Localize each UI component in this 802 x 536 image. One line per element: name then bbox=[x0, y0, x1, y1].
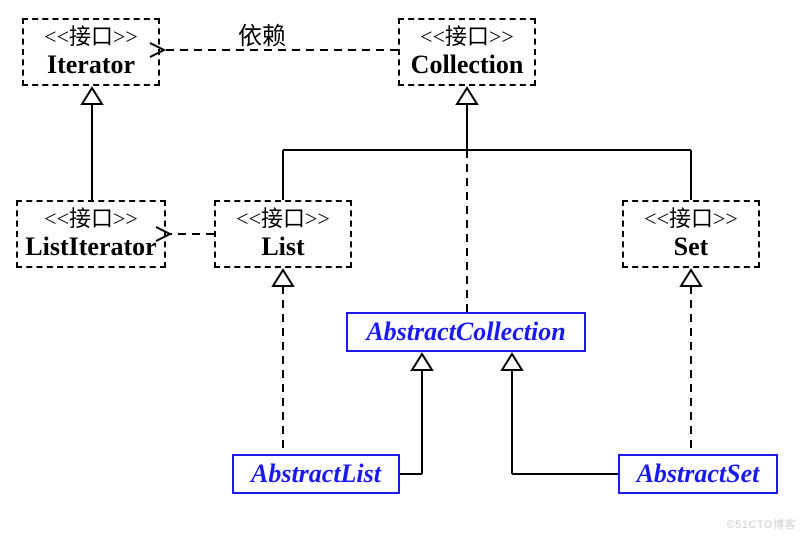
node-label: AbstractList bbox=[251, 459, 381, 489]
node-abstractcollection: AbstractCollection bbox=[346, 312, 586, 352]
edge-tri-collection bbox=[457, 88, 477, 104]
node-list: <<接口>> List bbox=[214, 200, 352, 268]
node-abstractset: AbstractSet bbox=[618, 454, 778, 494]
stereotype: <<接口>> bbox=[644, 206, 738, 231]
watermark: ©51CTO博客 bbox=[727, 516, 796, 532]
node-label: Collection bbox=[411, 50, 524, 80]
stereotype: <<接口>> bbox=[236, 206, 330, 231]
edge-tri-abscoll-left bbox=[412, 354, 432, 370]
node-label: Iterator bbox=[47, 50, 135, 80]
node-label: AbstractSet bbox=[637, 459, 760, 489]
node-set: <<接口>> Set bbox=[622, 200, 760, 268]
edge-tri-set bbox=[681, 270, 701, 286]
edge-tri-iter bbox=[82, 88, 102, 104]
node-abstractlist: AbstractList bbox=[232, 454, 400, 494]
node-label: Set bbox=[674, 232, 709, 262]
node-label: List bbox=[261, 232, 304, 262]
node-listiterator: <<接口>> ListIterator bbox=[16, 200, 166, 268]
node-label: AbstractCollection bbox=[366, 317, 565, 347]
node-label: ListIterator bbox=[25, 232, 156, 262]
edge-tri-list bbox=[273, 270, 293, 286]
stereotype: <<接口>> bbox=[420, 24, 514, 49]
edge-label-dependency: 依赖 bbox=[238, 16, 286, 51]
node-collection: <<接口>> Collection bbox=[398, 18, 536, 86]
edge-tri-abscoll-right bbox=[502, 354, 522, 370]
stereotype: <<接口>> bbox=[44, 206, 138, 231]
node-iterator: <<接口>> Iterator bbox=[22, 18, 160, 86]
stereotype: <<接口>> bbox=[44, 24, 138, 49]
